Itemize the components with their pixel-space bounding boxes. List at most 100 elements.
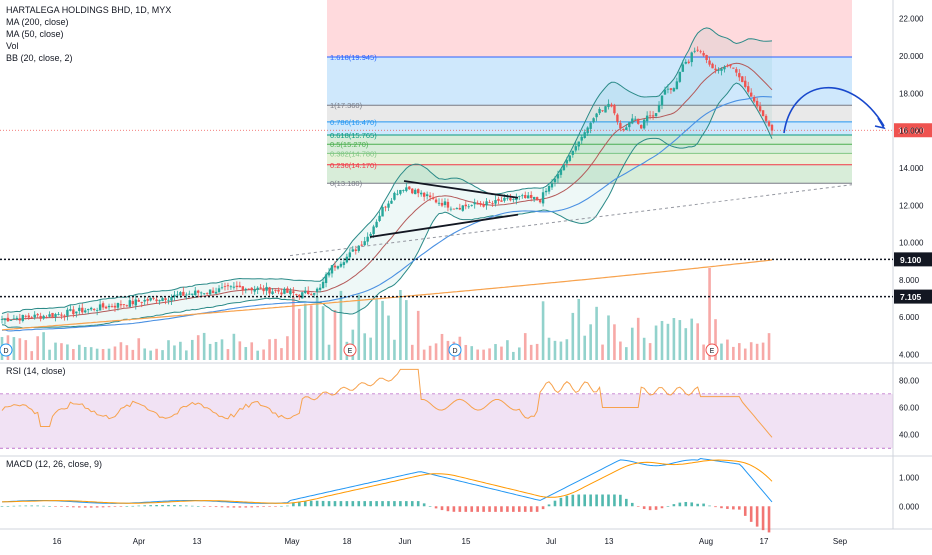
ma200-line — [1, 259, 773, 331]
macd-histogram-bar — [54, 506, 57, 507]
volume-bar — [30, 351, 34, 360]
candle-body — [119, 304, 123, 306]
volume-bar — [476, 349, 479, 360]
volume-bar — [702, 344, 705, 360]
macd-histogram-bar — [214, 506, 218, 508]
candle-body — [648, 115, 652, 117]
macd-histogram-bar — [476, 506, 479, 512]
volume-bar — [375, 298, 378, 360]
candle-body — [199, 292, 203, 294]
triangle-lower-trendline — [369, 213, 519, 238]
volume-bar — [167, 340, 170, 360]
macd-histogram-bar — [553, 500, 557, 507]
volume-bar — [422, 349, 426, 360]
macd-histogram-bar — [726, 506, 729, 509]
macd-histogram-bar — [30, 505, 34, 507]
candle-body — [286, 288, 289, 293]
volume-bar — [654, 325, 658, 360]
fib-zone — [327, 0, 852, 58]
candle-body — [51, 312, 54, 318]
candle-body — [741, 76, 744, 83]
candle-body — [185, 294, 188, 296]
candle-body — [173, 294, 176, 297]
candle-body — [336, 266, 340, 269]
macd-histogram-bar — [636, 506, 640, 507]
bollinger-basis — [1, 62, 773, 321]
candle-body — [752, 97, 756, 102]
volume-bar — [535, 343, 539, 360]
fib-zone — [327, 144, 852, 154]
macd-histogram-bar — [196, 506, 200, 507]
macd-histogram-bar — [743, 506, 747, 516]
volume-bar — [636, 317, 640, 360]
x-tick-label: Jul — [546, 537, 556, 546]
macd-histogram-bar — [238, 506, 242, 508]
macd-histogram-bar — [684, 501, 688, 507]
candle-body — [95, 310, 99, 311]
macd-histogram-bar — [262, 506, 265, 507]
macd-histogram-bar — [642, 506, 646, 509]
candle-body — [333, 265, 337, 268]
candle-body — [27, 315, 30, 318]
volume-bar — [357, 294, 361, 360]
candle-body — [262, 288, 265, 292]
macd-histogram-bar — [399, 501, 402, 507]
macd-histogram-bar — [315, 500, 319, 507]
candle-body — [687, 61, 690, 63]
fib-level-label: 0.382(14.780) — [330, 149, 377, 158]
macd-histogram-bar — [440, 506, 444, 511]
macd-histogram-bar — [220, 506, 224, 508]
macd-histogram-bar — [72, 506, 75, 508]
price-tick-label: 8.000 — [899, 276, 920, 285]
macd-histogram-bar — [268, 506, 271, 507]
candle-body — [642, 119, 646, 129]
candle-body — [518, 196, 521, 197]
macd-histogram-bar — [416, 501, 420, 507]
volume-bar — [143, 348, 147, 360]
legend-symbol: HARTALEGA HOLDINGS BHD, 1D, MYX — [6, 5, 171, 15]
candle-body — [280, 292, 283, 295]
volume-bar — [48, 349, 51, 360]
macd-histogram-bar — [470, 506, 474, 512]
macd-histogram-bar — [321, 500, 325, 507]
macd-histogram-bar — [755, 506, 759, 527]
candle-body — [639, 124, 643, 129]
candle-body — [580, 136, 583, 141]
volume-bar — [720, 343, 723, 360]
candle-body — [298, 294, 301, 298]
legend-ma200: MA (200, close) — [6, 17, 69, 27]
volume-bar — [672, 318, 676, 360]
candle-body — [571, 150, 575, 155]
rsi-band — [0, 393, 893, 449]
candle-body — [155, 299, 158, 302]
candle-body — [45, 316, 48, 318]
candle-body — [271, 291, 274, 295]
candle-body — [761, 110, 765, 117]
volume-bar — [500, 346, 503, 360]
macd-histogram-bar — [619, 494, 622, 507]
volume-bar — [309, 305, 313, 360]
candle-body — [550, 183, 554, 188]
volume-bar — [625, 347, 628, 360]
volume-bar — [428, 345, 432, 360]
candle-body — [755, 100, 759, 107]
candle-body — [15, 317, 19, 320]
candle-body — [443, 201, 447, 206]
macd-histogram-bar — [167, 504, 170, 507]
candle-body — [375, 221, 378, 228]
candle-body — [176, 294, 179, 296]
volume-bar — [12, 337, 16, 360]
candle-body — [191, 293, 194, 295]
candle-body — [625, 127, 628, 130]
candle-body — [529, 194, 533, 198]
candle-body — [241, 286, 245, 291]
price-tick-label: 14.000 — [899, 164, 924, 173]
candle-body — [595, 113, 598, 118]
price-tick-label: 20.000 — [899, 52, 924, 61]
macd-histogram-bar — [512, 506, 515, 512]
candle-body — [167, 299, 170, 301]
candle-body — [226, 285, 230, 287]
candle-body — [345, 256, 349, 263]
